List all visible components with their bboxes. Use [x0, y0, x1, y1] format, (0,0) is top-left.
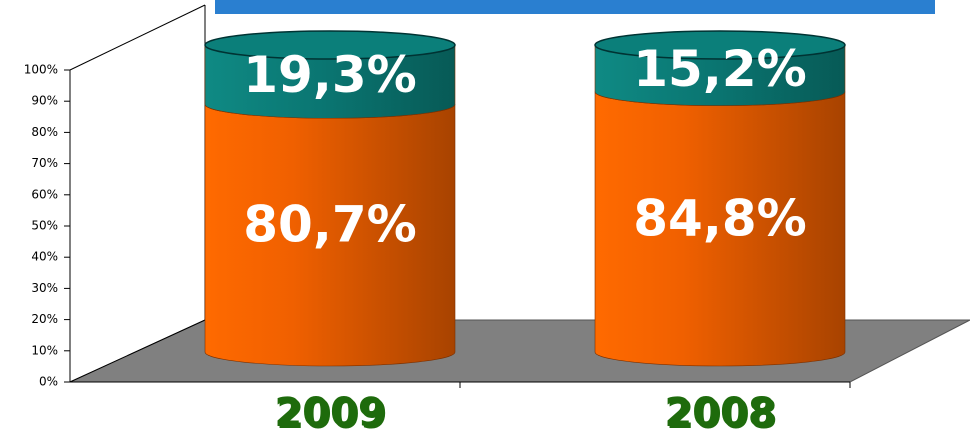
cylinder-top	[204, 30, 456, 60]
floor-edge	[69, 319, 206, 383]
wall-edge	[69, 4, 206, 71]
y-tick-label: 70%	[31, 156, 58, 170]
y-tick-label: 60%	[31, 187, 58, 201]
value-label: 84,8%	[633, 189, 806, 247]
y-tick-label: 30%	[31, 281, 58, 295]
value-label: 15,2%	[633, 40, 806, 98]
y-tick-label: 10%	[31, 343, 58, 357]
y-tick-label: 40%	[31, 250, 58, 264]
x-tick-label: 2008	[666, 392, 777, 437]
y-tick-label: 0%	[39, 375, 58, 389]
y-tick-label: 100%	[24, 63, 58, 77]
cylinder-top	[594, 30, 846, 60]
y-tick-label: 90%	[31, 94, 58, 108]
x-tick-label: 2009	[274, 390, 385, 436]
x-tick-label: 2008	[664, 390, 775, 436]
y-tick-label: 20%	[31, 312, 58, 326]
value-label: 19,3%	[243, 46, 416, 104]
value-label: 80,7%	[243, 196, 416, 254]
x-tick-label: 2009	[276, 392, 387, 437]
y-tick-label: 50%	[31, 219, 58, 233]
y-tick-label: 80%	[31, 125, 58, 139]
banner-strip	[215, 0, 935, 14]
